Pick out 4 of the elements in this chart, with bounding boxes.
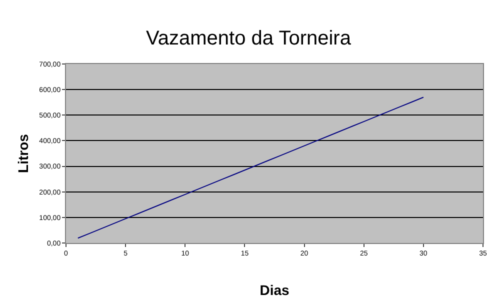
chart-title: Vazamento da Torneira bbox=[146, 27, 352, 50]
y-axis-title: Litros bbox=[15, 134, 31, 173]
x-axis-title: Dias bbox=[260, 282, 290, 298]
line-series bbox=[77, 96, 424, 239]
